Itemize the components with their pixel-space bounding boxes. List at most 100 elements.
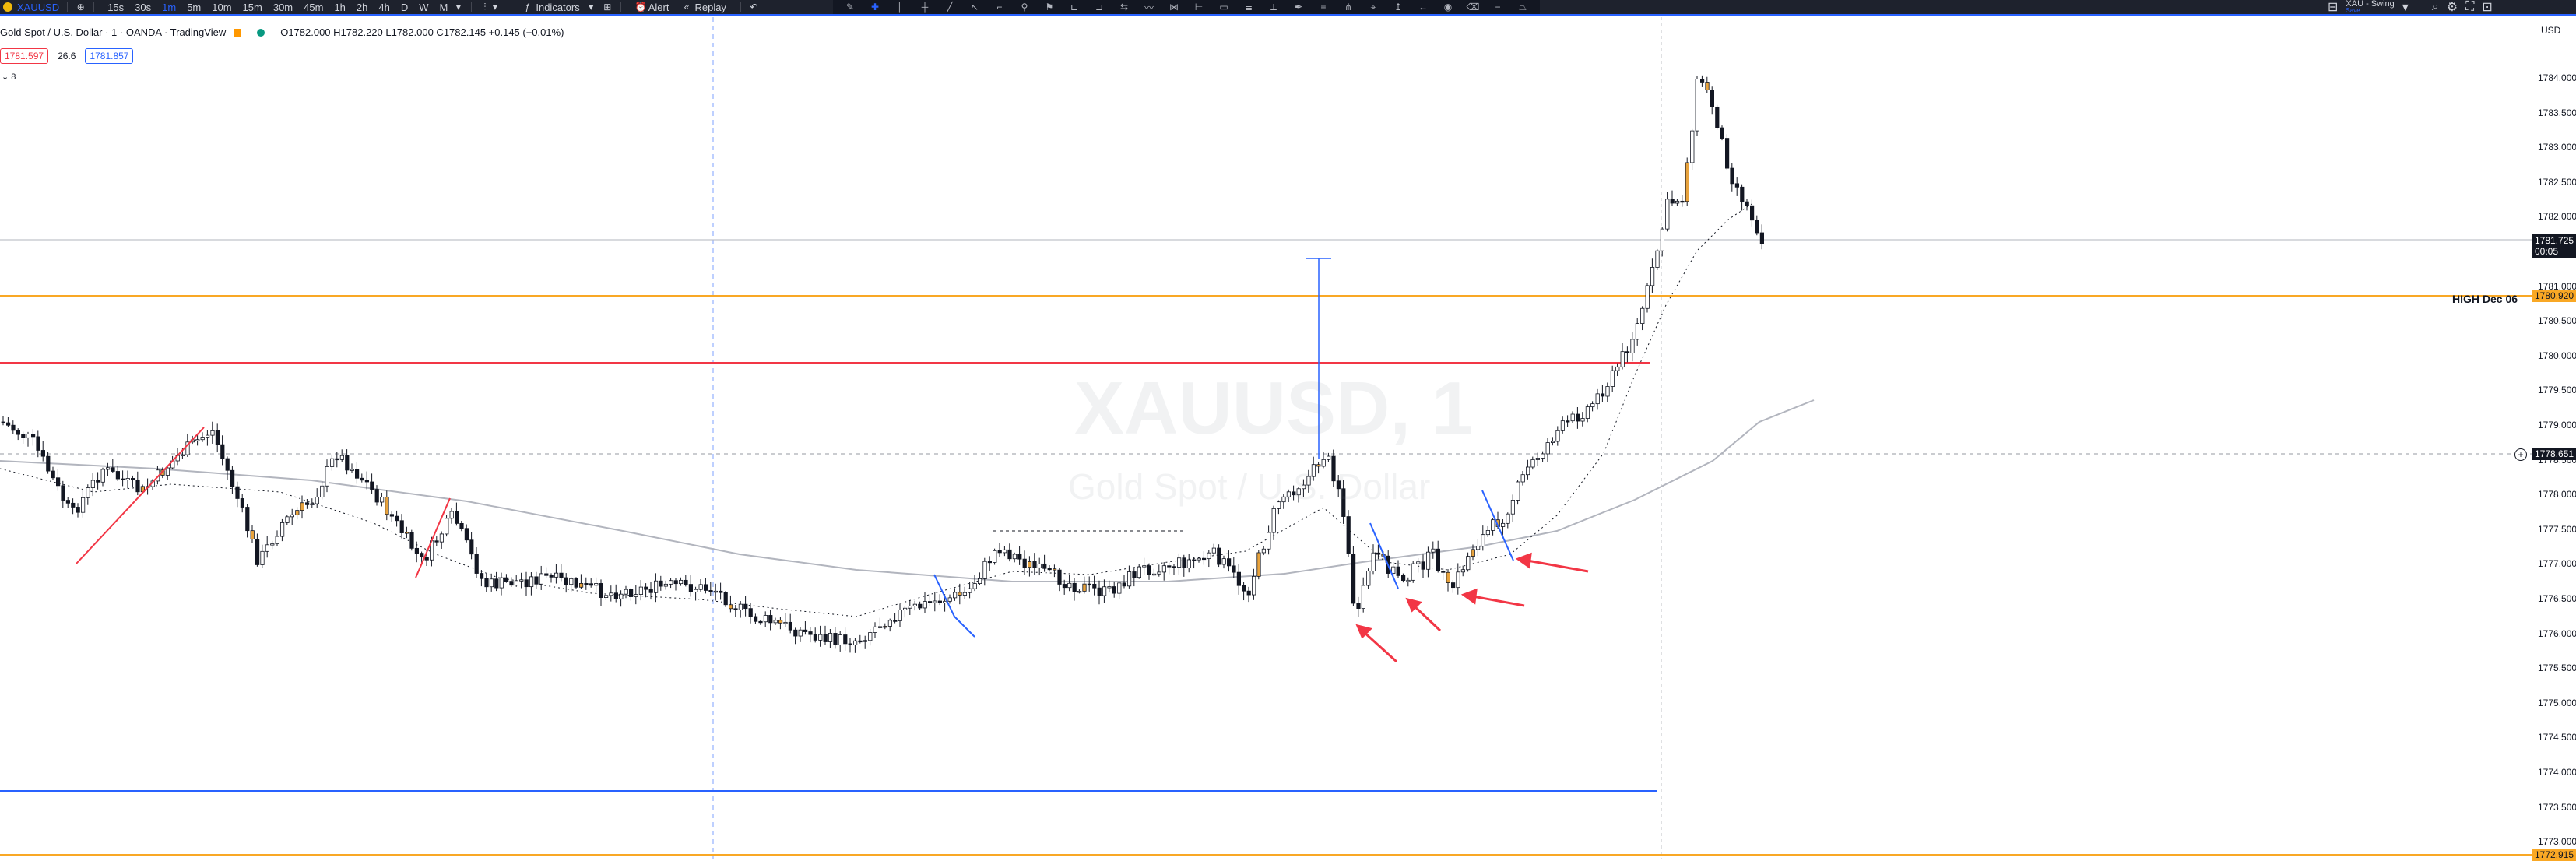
wave-icon[interactable]: 〰 bbox=[1144, 2, 1154, 13]
replay-button[interactable]: « Replay bbox=[675, 2, 732, 13]
minus-icon[interactable]: − bbox=[1495, 2, 1501, 12]
search-icon[interactable]: ⌕ bbox=[2431, 0, 2439, 13]
camera-icon[interactable]: ⊡ bbox=[2482, 1, 2493, 14]
cross-line-icon[interactable]: ┼ bbox=[921, 2, 929, 12]
candle-body bbox=[554, 572, 559, 578]
pattern-icon[interactable]: ⇆ bbox=[1119, 2, 1129, 12]
flag-icon[interactable] bbox=[234, 28, 242, 37]
interval-15m[interactable]: 15m bbox=[242, 1, 262, 13]
fullscreen-icon[interactable]: ⛶ bbox=[2465, 0, 2475, 13]
brush-icon[interactable]: ✎ bbox=[845, 2, 855, 12]
interval-30s[interactable]: 30s bbox=[135, 1, 152, 13]
flag-icon[interactable]: ⚑ bbox=[1045, 2, 1054, 12]
candle-body bbox=[255, 539, 260, 565]
text-icon[interactable]: ≡ bbox=[1320, 2, 1327, 12]
price-chart[interactable] bbox=[0, 17, 2532, 859]
interval-45m[interactable]: 45m bbox=[304, 1, 324, 13]
layout-menu[interactable]: ⊟ XAU - Swing Save ▾ ⌕ ⚙ ⛶ ⊡ bbox=[2328, 0, 2493, 14]
candle-body bbox=[1570, 413, 1575, 422]
symbol-search[interactable]: XAUUSD bbox=[0, 0, 59, 14]
chart-type-icon[interactable]: ⫶ bbox=[483, 1, 487, 12]
undo-icon[interactable]: ↶ bbox=[750, 1, 758, 12]
date-range-icon[interactable]: ⊢ bbox=[1194, 2, 1204, 12]
interval-1h[interactable]: 1h bbox=[334, 1, 346, 13]
layout-grid-icon[interactable]: ⊟ bbox=[2328, 1, 2339, 14]
candle-body bbox=[61, 485, 65, 501]
candle-body bbox=[534, 576, 539, 585]
candle-body bbox=[1186, 559, 1191, 568]
short-position-icon[interactable]: ⊐ bbox=[1095, 2, 1104, 12]
candle-body bbox=[863, 640, 867, 642]
interval-4h[interactable]: 4h bbox=[378, 1, 390, 13]
chevron-down-icon[interactable]: ▾ bbox=[492, 1, 497, 12]
candle-body bbox=[320, 485, 325, 497]
candle-body bbox=[1476, 546, 1481, 550]
collapse-indicators[interactable]: ⌄ 8 bbox=[2, 72, 16, 82]
moving-average-line bbox=[0, 399, 1815, 582]
price-axis[interactable]: 1784.000 1783.500 1783.000 1782.500 1782.000… bbox=[2532, 17, 2576, 859]
candle-body bbox=[823, 634, 828, 642]
price-label: 1781.000 bbox=[2538, 280, 2576, 292]
candle-body bbox=[1017, 554, 1022, 560]
left-arrow-icon[interactable]: ← bbox=[1418, 2, 1428, 12]
settings-icon[interactable]: ⚙ bbox=[2446, 1, 2458, 14]
eraser-icon[interactable]: ⌫ bbox=[1466, 2, 1480, 12]
chevron-down-icon[interactable]: ▾ bbox=[589, 1, 594, 12]
pen-icon[interactable]: ✒ bbox=[1294, 2, 1303, 12]
chevron-down-icon[interactable]: ▾ bbox=[2402, 1, 2409, 14]
crosshair-price-tag: 1778.651 bbox=[2532, 448, 2576, 460]
candle-body bbox=[1745, 201, 1749, 206]
magnet-icon[interactable]: ⋔ bbox=[1344, 2, 1353, 12]
interval-W[interactable]: W bbox=[419, 1, 429, 13]
sell-button[interactable]: 1781.597 bbox=[0, 48, 49, 64]
interval-30m[interactable]: 30m bbox=[272, 1, 293, 13]
eye-icon[interactable]: ◉ bbox=[1443, 2, 1453, 12]
candle-body bbox=[544, 573, 549, 576]
interval-5m[interactable]: 5m bbox=[187, 1, 202, 13]
buy-button[interactable]: 1781.857 bbox=[85, 48, 134, 64]
candle-body bbox=[1466, 556, 1471, 571]
interval-15s[interactable]: 15s bbox=[107, 1, 125, 13]
interval-10m[interactable]: 10m bbox=[212, 1, 232, 13]
trash-icon[interactable]: ⏢ bbox=[1519, 1, 1527, 12]
templates-icon[interactable]: ⊞ bbox=[603, 1, 612, 12]
legend-title[interactable]: Gold Spot / U.S. Dollar · 1 · OANDA · Tr… bbox=[0, 26, 227, 38]
candle-body bbox=[978, 578, 982, 584]
interval-2h[interactable]: 2h bbox=[356, 1, 368, 13]
candle-body bbox=[1067, 582, 1072, 589]
xabcd-icon[interactable]: ⋈ bbox=[1169, 2, 1179, 12]
candle-body bbox=[1236, 571, 1241, 586]
pin-icon[interactable]: ↥ bbox=[1393, 2, 1403, 12]
candle-body bbox=[1232, 565, 1236, 573]
arrow-icon[interactable]: ↖ bbox=[970, 2, 979, 12]
trend-line-icon[interactable]: ╱ bbox=[947, 2, 953, 12]
price-label: 1775.000 bbox=[2538, 697, 2576, 708]
interval-D[interactable]: D bbox=[400, 1, 409, 13]
crosshair-icon[interactable]: ✚ bbox=[870, 2, 880, 12]
axis-currency[interactable]: USD bbox=[2541, 25, 2561, 36]
indicators-button[interactable]: ƒ Indicators bbox=[516, 2, 585, 13]
candle-body bbox=[414, 547, 420, 554]
candle-body bbox=[469, 539, 474, 555]
alert-button[interactable]: ⏰ Alert bbox=[629, 2, 676, 13]
blue-zigzag-line bbox=[933, 574, 975, 638]
symbol-name[interactable]: XAUUSD bbox=[17, 1, 60, 13]
candle-body bbox=[210, 430, 215, 436]
fib-icon[interactable]: ≣ bbox=[1244, 2, 1253, 12]
rectangle-icon[interactable]: ▭ bbox=[1219, 2, 1228, 12]
lock-icon[interactable]: ⌖ bbox=[1370, 1, 1376, 12]
compare-plus-icon[interactable]: ⊕ bbox=[76, 1, 85, 12]
candle-body bbox=[1660, 228, 1664, 251]
interval-1m[interactable]: 1m bbox=[162, 1, 177, 13]
long-position-icon[interactable]: ⊏ bbox=[1070, 2, 1079, 12]
measure-icon[interactable]: ⟂ bbox=[1270, 1, 1277, 12]
candle-body bbox=[1072, 582, 1077, 592]
chevron-down-icon[interactable]: ▾ bbox=[455, 1, 461, 12]
yellow-level-tag: 1780.920 bbox=[2532, 290, 2576, 302]
vertical-line-icon[interactable]: │ bbox=[897, 2, 903, 12]
interval-M[interactable]: M bbox=[439, 1, 448, 13]
add-plus-icon[interactable]: + bbox=[2514, 448, 2527, 461]
price-label-icon[interactable]: ⚲ bbox=[1021, 2, 1028, 12]
candle-body bbox=[21, 434, 26, 438]
callout-icon[interactable]: ⌐ bbox=[996, 2, 1003, 12]
